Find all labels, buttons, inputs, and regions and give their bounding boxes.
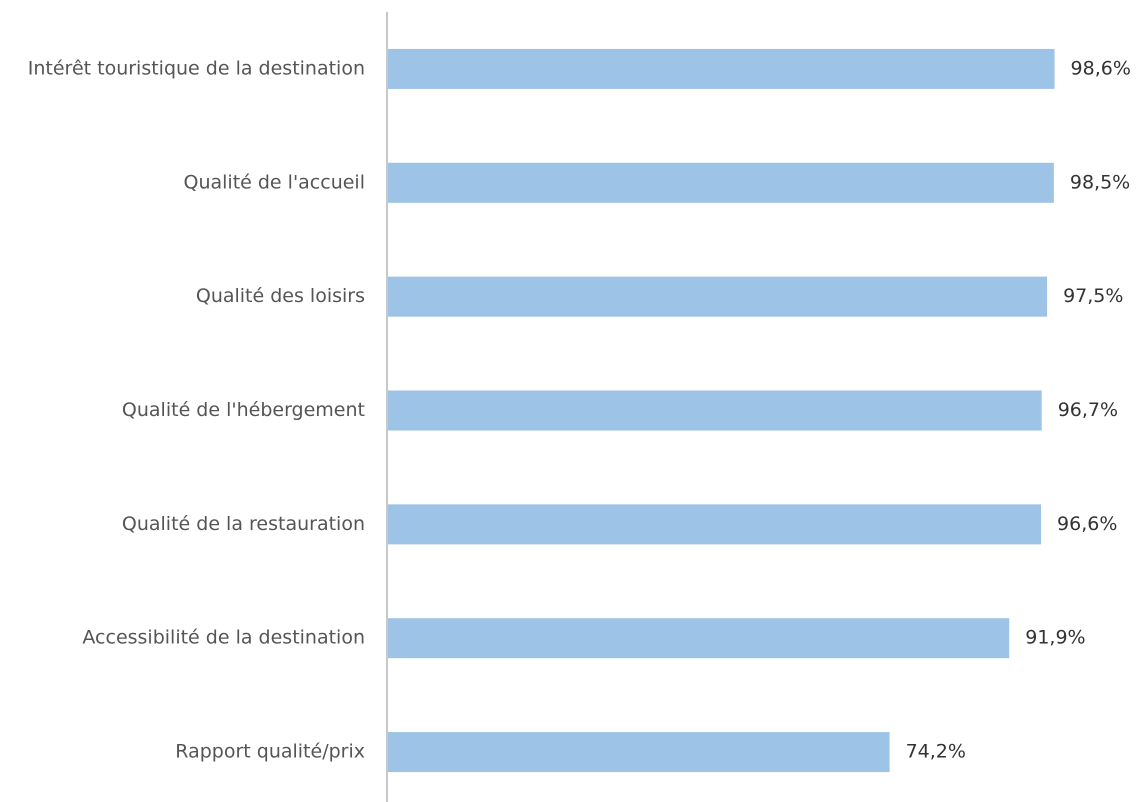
- category-label: Qualité de l'accueil: [184, 171, 366, 193]
- value-label: 98,5%: [1070, 171, 1130, 193]
- category-label: Qualité des loisirs: [196, 285, 365, 307]
- category-label: Qualité de la restauration: [122, 513, 365, 535]
- value-label: 98,6%: [1071, 57, 1131, 79]
- bar: [388, 162, 1054, 203]
- bar: [388, 504, 1042, 545]
- bar: [388, 276, 1048, 317]
- value-label: 96,6%: [1057, 513, 1117, 535]
- value-label: 97,5%: [1063, 285, 1123, 307]
- value-label: 74,2%: [906, 741, 966, 763]
- bar: [388, 618, 1010, 659]
- category-label: Rapport qualité/prix: [175, 741, 365, 763]
- value-label: 96,7%: [1058, 399, 1118, 421]
- category-label: Accessibilité de la destination: [82, 627, 365, 649]
- bar: [388, 48, 1055, 89]
- category-label: Qualité de l'hébergement: [122, 399, 365, 421]
- value-label: 91,9%: [1025, 627, 1085, 649]
- bar: [388, 732, 890, 773]
- category-label: Intérêt touristique de la destination: [28, 57, 365, 79]
- bar: [388, 390, 1042, 431]
